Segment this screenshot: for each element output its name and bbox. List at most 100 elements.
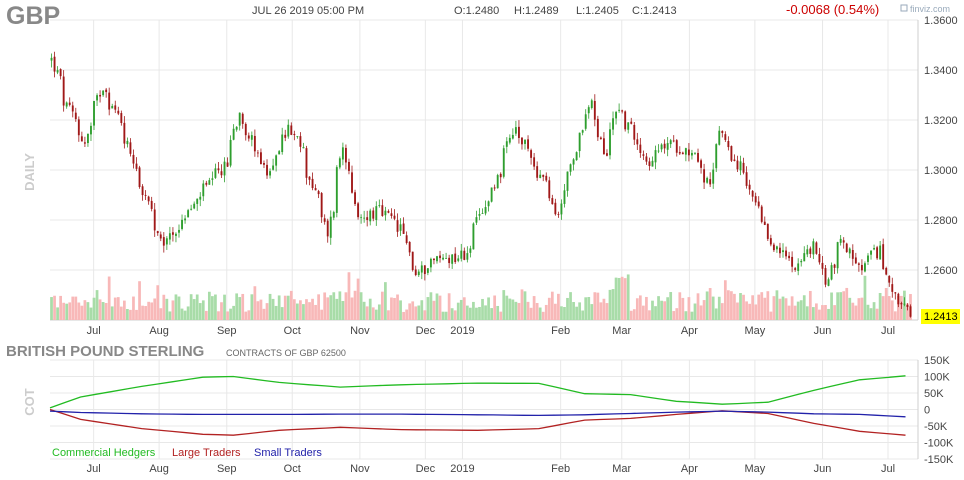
candle-body (369, 210, 372, 222)
volume-bar (171, 300, 175, 320)
volume-bar (645, 296, 648, 320)
candle-body (123, 122, 126, 144)
candle-body (697, 152, 699, 162)
volume-bar (65, 303, 69, 320)
candle-body (126, 140, 129, 145)
volume-bar (854, 305, 858, 320)
volume-bar (875, 308, 879, 320)
volume-bar (374, 309, 378, 320)
volume-bar (207, 291, 211, 320)
candle-body (387, 211, 390, 213)
volume-bar (359, 292, 363, 320)
volume-bar (305, 299, 308, 320)
finviz-logo-icon[interactable]: finviz.com (900, 4, 950, 14)
candle-body (326, 220, 329, 237)
candle-body (791, 256, 794, 267)
candle-body (323, 218, 326, 222)
candle-body (381, 205, 384, 216)
volume-bar (98, 299, 102, 320)
volume-bar (353, 290, 357, 320)
candle-body (105, 89, 108, 93)
volume-bar (414, 306, 418, 320)
volume-bar (881, 296, 885, 320)
cot-x-tick-label: Jun (814, 463, 832, 475)
candle-body (712, 169, 715, 184)
candle-body (229, 139, 232, 166)
candle-body (238, 112, 241, 126)
close-label: C:1.2413 (632, 5, 677, 17)
candle-body (311, 178, 314, 189)
volume-bar (387, 310, 390, 320)
volume-bar (484, 305, 487, 320)
candle-body (864, 263, 866, 272)
cot-y-tick-label: -100K (924, 438, 954, 450)
volume-bar (890, 300, 894, 320)
volume-bar (402, 311, 405, 320)
cot-x-tick-label: Jul (87, 463, 101, 475)
candle-body (232, 128, 235, 140)
volume-bar (602, 298, 606, 320)
volume-bar (390, 297, 393, 320)
candle-body (302, 147, 305, 149)
candle-body (108, 92, 111, 110)
volume-bar (472, 301, 475, 320)
volume-bar (296, 303, 299, 320)
volume-bar (629, 310, 633, 320)
candle-body (542, 174, 545, 177)
volume-bar (168, 311, 172, 320)
candle-body (891, 284, 894, 292)
price-y-tick-label: 1.3000 (924, 165, 958, 177)
candle-body (572, 159, 575, 165)
candle-body (314, 188, 317, 191)
volume-bar (68, 302, 72, 320)
volume-bar (693, 303, 697, 320)
volume-bar (116, 297, 120, 320)
candle-body (335, 167, 338, 213)
brand-label[interactable]: finviz.com (910, 4, 950, 14)
candle-body (663, 143, 666, 149)
volume-bar (878, 293, 882, 320)
volume-bar (393, 297, 396, 320)
candle-body (266, 164, 268, 176)
candle-body (530, 150, 533, 158)
volume-bar (195, 294, 199, 320)
volume-bar (156, 285, 160, 320)
candle-body (596, 118, 599, 138)
volume-bar (611, 289, 615, 320)
volume-bar (799, 300, 803, 320)
candle-body (842, 240, 845, 243)
candle-body (754, 196, 757, 203)
candle-body (99, 94, 102, 97)
candle-body (514, 127, 517, 134)
volume-bar (766, 291, 770, 320)
volume-bar (308, 302, 311, 320)
candle-body (612, 118, 614, 130)
candle-body (521, 137, 523, 145)
volume-bar (362, 301, 366, 320)
candle-body (524, 139, 526, 144)
candle-body (269, 171, 271, 176)
volume-bar (365, 306, 369, 320)
price-x-tick-label: Feb (551, 325, 570, 337)
candle-body (181, 219, 183, 229)
candle-body (226, 162, 229, 167)
volume-bar (271, 298, 275, 320)
candle-body (666, 143, 669, 150)
volume-bar (113, 297, 117, 320)
candle-body (760, 206, 763, 222)
candle-body (684, 148, 687, 155)
candle-body (618, 109, 621, 111)
candle-body (357, 203, 360, 218)
volume-bar (575, 306, 578, 320)
volume-bar (280, 307, 284, 320)
price-x-tick-label: Jun (814, 325, 832, 337)
candle-body (788, 255, 791, 259)
volume-bar (447, 293, 451, 320)
candle-body (469, 248, 472, 253)
candle-body (50, 57, 53, 61)
candle-body (533, 157, 536, 167)
volume-bar (408, 303, 412, 320)
candle-body (809, 248, 812, 254)
candle-body (372, 210, 375, 219)
volume-bar (110, 306, 114, 320)
